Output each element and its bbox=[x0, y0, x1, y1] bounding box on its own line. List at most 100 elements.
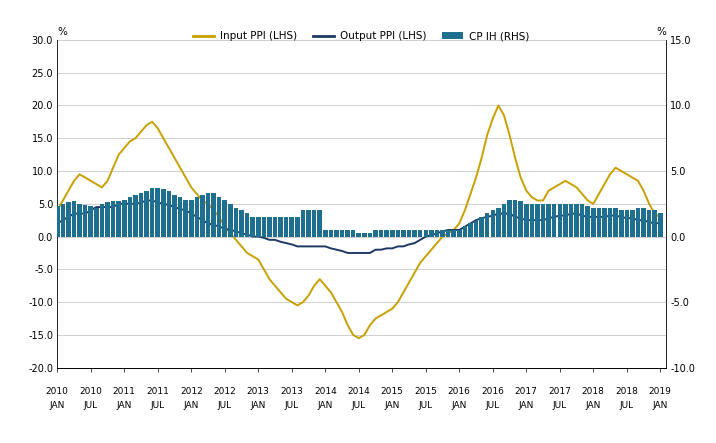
Bar bbox=[435, 230, 439, 237]
Bar bbox=[205, 193, 211, 237]
Bar bbox=[395, 230, 400, 237]
Bar bbox=[368, 233, 372, 237]
Bar bbox=[189, 200, 193, 237]
Bar bbox=[239, 210, 244, 237]
Text: 2011: 2011 bbox=[146, 387, 169, 396]
Text: 2017: 2017 bbox=[515, 387, 538, 396]
Bar bbox=[61, 204, 65, 237]
Text: JUL: JUL bbox=[419, 401, 433, 410]
Bar bbox=[72, 201, 77, 237]
Bar bbox=[502, 204, 506, 237]
Bar bbox=[329, 230, 333, 237]
Bar bbox=[558, 204, 562, 237]
Bar bbox=[463, 226, 467, 237]
Bar bbox=[217, 197, 221, 237]
Bar bbox=[479, 217, 484, 237]
Bar bbox=[379, 230, 383, 237]
Text: 2017: 2017 bbox=[548, 387, 571, 396]
Bar bbox=[390, 230, 395, 237]
Bar bbox=[591, 208, 596, 237]
Text: JAN: JAN bbox=[518, 401, 534, 410]
Bar bbox=[530, 204, 534, 237]
Bar bbox=[105, 202, 110, 237]
Bar bbox=[122, 200, 127, 237]
Bar bbox=[423, 230, 428, 237]
Bar bbox=[401, 230, 406, 237]
Bar bbox=[485, 213, 490, 237]
Text: JAN: JAN bbox=[117, 401, 132, 410]
Text: JUL: JUL bbox=[84, 401, 98, 410]
Bar bbox=[233, 208, 238, 237]
Bar bbox=[77, 204, 82, 237]
Bar bbox=[139, 193, 143, 237]
Bar bbox=[167, 190, 171, 237]
Bar bbox=[624, 210, 629, 237]
Text: JAN: JAN bbox=[49, 401, 65, 410]
Text: 2015: 2015 bbox=[415, 387, 437, 396]
Bar bbox=[178, 197, 183, 237]
Text: JUL: JUL bbox=[151, 401, 165, 410]
Text: JAN: JAN bbox=[251, 401, 266, 410]
Bar bbox=[133, 194, 137, 237]
Bar bbox=[490, 210, 495, 237]
Text: JAN: JAN bbox=[384, 401, 400, 410]
Text: 2018: 2018 bbox=[582, 387, 605, 396]
Bar bbox=[183, 200, 188, 237]
Bar bbox=[301, 210, 305, 237]
Bar bbox=[602, 208, 606, 237]
Bar bbox=[289, 217, 294, 237]
Text: JUL: JUL bbox=[553, 401, 567, 410]
Text: 2012: 2012 bbox=[180, 387, 203, 396]
Text: JAN: JAN bbox=[586, 401, 601, 410]
Text: JUL: JUL bbox=[285, 401, 299, 410]
Bar bbox=[295, 217, 300, 237]
Bar bbox=[658, 213, 662, 237]
Bar bbox=[608, 208, 612, 237]
Text: JAN: JAN bbox=[452, 401, 467, 410]
Bar bbox=[267, 217, 272, 237]
Bar bbox=[357, 233, 361, 237]
Text: 2013: 2013 bbox=[281, 387, 303, 396]
Bar bbox=[195, 197, 199, 237]
Bar bbox=[451, 230, 456, 237]
Text: 2014: 2014 bbox=[314, 387, 337, 396]
Bar bbox=[251, 217, 255, 237]
Bar bbox=[245, 213, 249, 237]
Text: 2012: 2012 bbox=[213, 387, 236, 396]
Bar bbox=[145, 190, 149, 237]
Bar bbox=[552, 204, 556, 237]
Bar bbox=[429, 230, 434, 237]
Bar bbox=[574, 204, 579, 237]
Bar bbox=[468, 223, 473, 237]
Text: 2010: 2010 bbox=[79, 387, 102, 396]
Bar bbox=[345, 230, 350, 237]
Bar bbox=[161, 189, 165, 237]
Bar bbox=[228, 204, 233, 237]
Text: JAN: JAN bbox=[652, 401, 668, 410]
Bar bbox=[384, 230, 389, 237]
Bar bbox=[66, 202, 71, 237]
Bar bbox=[636, 208, 640, 237]
Bar bbox=[173, 194, 177, 237]
Bar bbox=[155, 188, 160, 237]
Bar bbox=[569, 204, 574, 237]
Bar bbox=[586, 206, 590, 237]
Bar bbox=[94, 208, 99, 237]
Bar bbox=[457, 230, 462, 237]
Bar bbox=[83, 205, 87, 237]
Bar bbox=[535, 204, 540, 237]
Bar bbox=[127, 197, 132, 237]
Text: 2019: 2019 bbox=[649, 387, 672, 396]
Text: JAN: JAN bbox=[318, 401, 333, 410]
Bar bbox=[619, 210, 624, 237]
Text: JUL: JUL bbox=[352, 401, 366, 410]
Bar bbox=[312, 210, 316, 237]
Bar bbox=[306, 210, 311, 237]
Bar bbox=[642, 208, 646, 237]
Bar bbox=[446, 230, 450, 237]
Bar bbox=[546, 204, 551, 237]
Text: 2013: 2013 bbox=[247, 387, 270, 396]
Bar bbox=[362, 233, 367, 237]
Bar bbox=[261, 217, 266, 237]
Text: JAN: JAN bbox=[183, 401, 199, 410]
